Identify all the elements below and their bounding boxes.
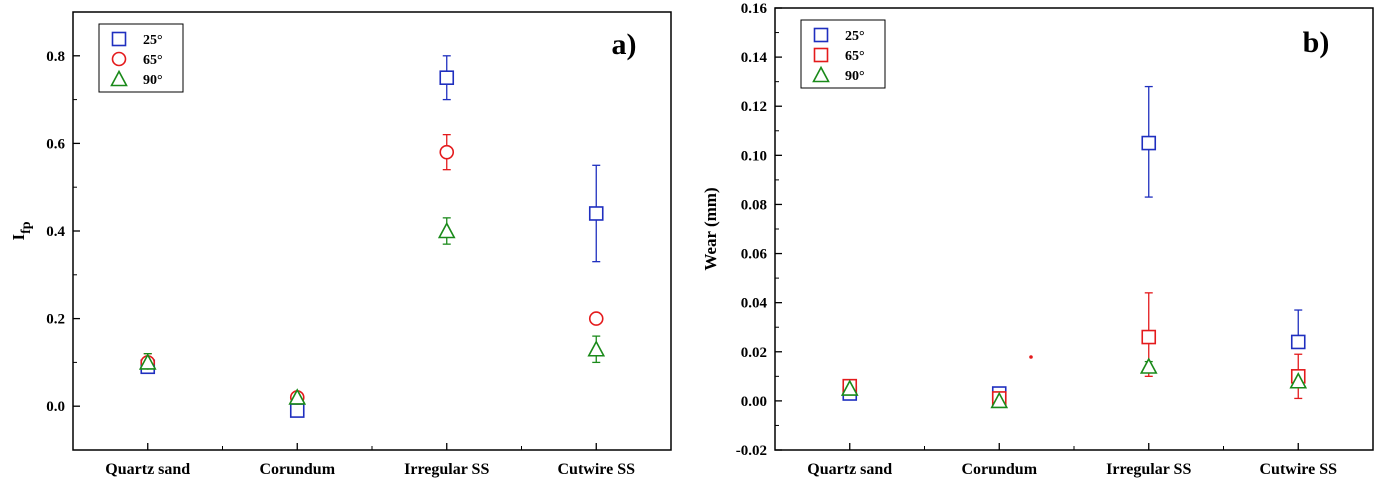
- legend-entry: 90°: [845, 69, 865, 84]
- series-markers-3: [138, 221, 606, 405]
- x-tick-label: Cutwire SS: [1260, 461, 1338, 478]
- y-tick-label: 0.16: [741, 1, 768, 17]
- y-axis-title: Ifp: [9, 221, 34, 240]
- legend-marker: [110, 69, 128, 87]
- x-tick-label: Corundum: [259, 461, 335, 478]
- x-tick-label: Corundum: [961, 461, 1037, 478]
- series-2: [1144, 292, 1303, 400]
- data-point: [1141, 135, 1157, 151]
- legend-marker: [813, 47, 829, 63]
- legend-entry: 90°: [143, 73, 163, 88]
- x-tick-label: Cutwire SS: [558, 461, 636, 478]
- data-point: [1290, 334, 1306, 350]
- series-markers-1: [842, 135, 1306, 401]
- legend-entry: 65°: [845, 49, 865, 64]
- legend-box: [98, 23, 184, 93]
- data-point: [439, 70, 455, 85]
- series-markers-2: [140, 144, 604, 405]
- y-tick-label: 0.02: [741, 345, 767, 361]
- legend-entry: 25°: [845, 29, 865, 44]
- chart-panel-1: 0.0 0.2 0.4 0.6 0.8 Quartz sand Corundum Irregu…: [9, 11, 672, 478]
- legend-entry: 65°: [143, 53, 163, 68]
- legend-entry: 25°: [143, 33, 163, 48]
- legend-marker: [812, 65, 830, 83]
- legend: 25° 65° 90°: [800, 19, 886, 89]
- y-tick-label: -0.02: [736, 443, 767, 459]
- data-point: [289, 403, 305, 418]
- data-point: [588, 311, 604, 326]
- series-markers-3: [840, 357, 1308, 409]
- data-point: [288, 388, 307, 405]
- y-tick-label: 0.04: [741, 296, 768, 312]
- legend-marker: [111, 31, 127, 47]
- y-tick-label: 0.14: [741, 50, 768, 66]
- y-tick-label: 0.06: [741, 247, 768, 263]
- y-axis-title-main: Wear (mm): [701, 187, 720, 270]
- panel-label: a): [612, 28, 637, 61]
- legend-box: [800, 19, 886, 89]
- data-point: [1289, 372, 1308, 389]
- series-markers-2: [842, 329, 1306, 406]
- legend-marker: [111, 51, 127, 67]
- legend: 25° 65° 90°: [98, 23, 184, 93]
- series-1: [1144, 85, 1303, 342]
- data-point: [437, 221, 456, 239]
- data-point: [588, 206, 604, 221]
- y-tick-label: 0.8: [46, 49, 65, 65]
- y-axis-title-main: I: [9, 234, 28, 241]
- y-tick-label: 0.0: [46, 399, 65, 415]
- stray-dot: [1029, 355, 1033, 359]
- y-tick-label: 0.2: [46, 312, 65, 328]
- data-point: [990, 391, 1009, 409]
- data-point: [1141, 329, 1157, 345]
- series-2: [143, 133, 451, 363]
- data-point: [840, 379, 859, 396]
- x-tick-label: Irregular SS: [1106, 461, 1191, 478]
- y-axis-title: Wear (mm): [701, 187, 720, 270]
- y-tick-label: 0.6: [46, 136, 65, 152]
- y-tick-label: 0.4: [46, 224, 65, 240]
- data-point: [1139, 357, 1158, 374]
- x-tick-label: Quartz sand: [105, 461, 190, 478]
- x-tick-label: Irregular SS: [404, 461, 489, 478]
- x-tick-label: Quartz sand: [807, 461, 892, 478]
- panel-label: b): [1303, 26, 1330, 59]
- series-markers-1: [140, 70, 604, 418]
- y-tick-label: 0.00: [741, 394, 767, 410]
- y-tick-label: 0.08: [741, 197, 767, 213]
- data-point: [138, 353, 157, 370]
- legend-marker: [813, 27, 829, 43]
- data-point: [439, 144, 455, 160]
- series-3: [143, 217, 601, 364]
- chart-panel-2: -0.02 0.00 0.02 0.04 0.06 0.08 0.10 0.12 0.14 0.1…: [701, 1, 1374, 478]
- y-tick-label: 0.10: [741, 148, 767, 164]
- data-point: [587, 340, 606, 357]
- series-1: [442, 55, 601, 263]
- y-tick-label: 0.12: [741, 99, 767, 115]
- y-axis-title-subscript: fp: [19, 221, 34, 234]
